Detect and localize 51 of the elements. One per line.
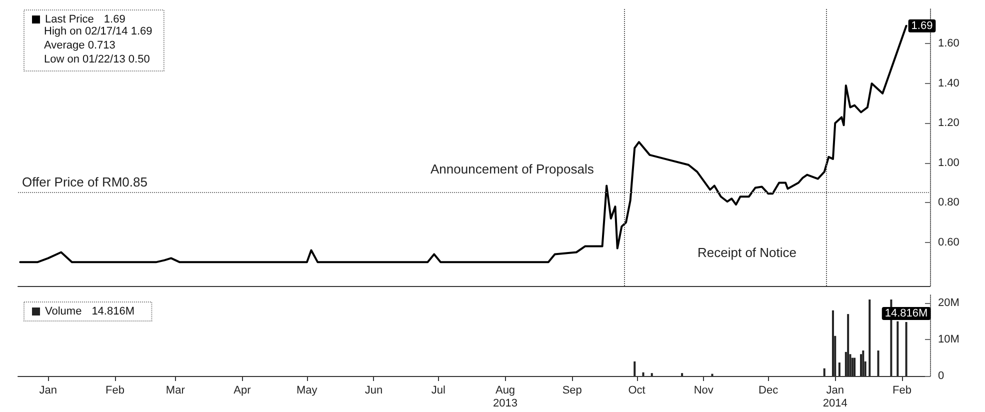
bar <box>838 362 840 376</box>
x-tick-label: Dec <box>758 384 779 396</box>
x-tick-label: Jun <box>364 384 383 396</box>
x-tick-label: Jan 2014 <box>822 384 848 410</box>
y-tick-label: 1.60 <box>938 38 960 50</box>
ref-line-label: Announcement of Proposals <box>430 162 594 177</box>
ref-line-label: Receipt of Notice <box>698 245 797 260</box>
annotation: Low on 01/22/13 0.50 <box>44 54 150 66</box>
legend-label: Volume <box>45 306 82 318</box>
bar <box>847 314 850 376</box>
annotation: High on 02/17/14 1.69 <box>44 26 152 38</box>
y-tick-label: 10M <box>938 334 960 346</box>
bar <box>877 350 880 376</box>
bar <box>854 358 856 376</box>
bar <box>832 310 834 376</box>
bar <box>905 322 908 376</box>
x-tick-label: Jul <box>431 384 446 396</box>
y-tick-label: 1.40 <box>938 77 960 90</box>
text: 14.816M <box>92 306 134 318</box>
bar <box>868 299 871 376</box>
bar <box>681 373 684 376</box>
legend-label: Last Price <box>45 14 94 26</box>
bar <box>862 350 864 376</box>
bar <box>896 321 899 376</box>
data-label: 1.69 <box>911 20 933 32</box>
data-label: 14.816M <box>884 308 928 320</box>
text: 1.69 <box>104 14 126 26</box>
x-tick-label: May <box>296 384 318 396</box>
x-tick-label: Feb <box>892 384 912 396</box>
annotation: Average 0.713 <box>44 40 116 52</box>
y-tick-label: 0 <box>938 370 944 382</box>
x-tick-label: Oct <box>628 384 646 396</box>
y-tick-label: 0.80 <box>938 196 960 209</box>
x-tick-label: Nov <box>694 384 714 396</box>
x-tick-label: Sep <box>562 384 582 396</box>
x-tick-label: Apr <box>234 384 252 396</box>
bar <box>823 368 826 376</box>
x-tick-label: Mar <box>166 384 186 396</box>
bar <box>634 361 636 376</box>
bar <box>642 372 644 376</box>
y-tick-label: 1.20 <box>938 117 960 130</box>
y-tick-label: 20M <box>938 297 960 310</box>
x-tick-label: Aug 2013 <box>493 384 518 410</box>
y-tick-label: 1.00 <box>938 156 960 169</box>
x-tick-label: Jan <box>39 384 58 396</box>
bar <box>650 373 653 376</box>
bar <box>851 358 854 376</box>
y-tick-label: 0.60 <box>938 236 960 248</box>
bar <box>860 354 862 376</box>
ref-line-label: Offer Price of RM0.85 <box>22 174 148 190</box>
x-tick-label: Feb <box>106 384 125 396</box>
